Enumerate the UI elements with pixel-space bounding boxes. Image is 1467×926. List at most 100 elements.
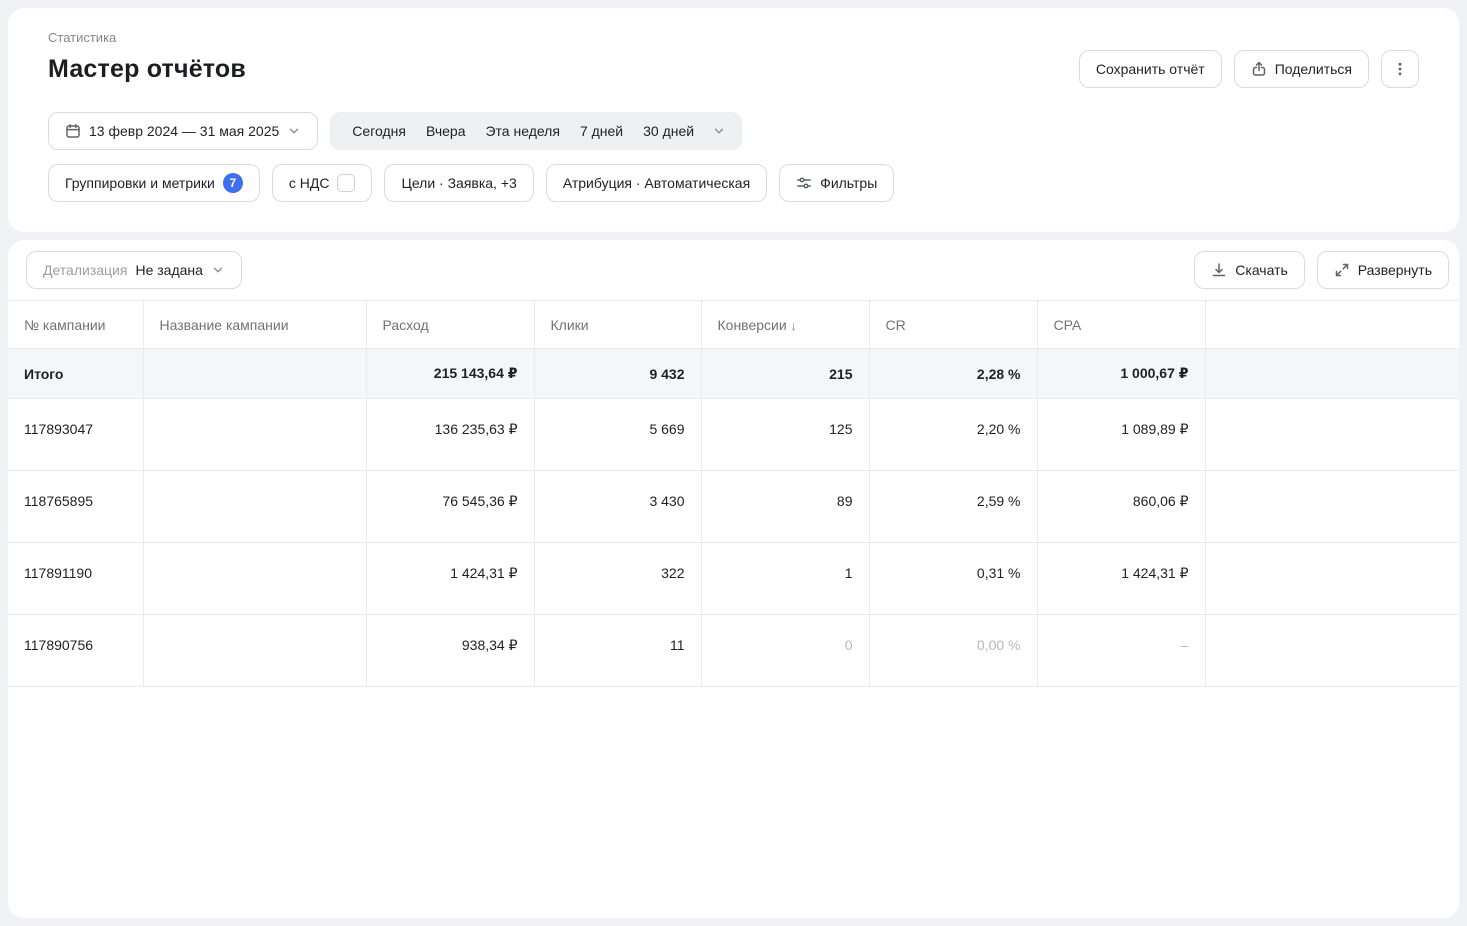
cell-campaign-id[interactable]: 117891190 — [8, 543, 143, 615]
total-cr: 2,28 % — [869, 349, 1037, 399]
cell-clicks: 5 669 — [534, 399, 701, 471]
chevron-down-icon — [287, 124, 301, 138]
quick-range-this-week[interactable]: Эта неделя — [475, 112, 569, 150]
filters-label: Фильтры — [820, 175, 877, 191]
cell-conversions: 1 — [701, 543, 869, 615]
detalization-value: Не задана — [135, 262, 202, 278]
attribution-label: Атрибуция · Автоматическая — [563, 175, 750, 191]
total-label: Итого — [8, 349, 143, 399]
total-cost: 215 143,64 ₽ — [366, 349, 534, 399]
column-header-cpa[interactable]: CPA — [1037, 301, 1205, 349]
vat-label: с НДС — [289, 175, 330, 191]
quick-range-today[interactable]: Сегодня — [342, 112, 416, 150]
total-cpa: 1 000,67 ₽ — [1037, 349, 1205, 399]
quick-range-more-button[interactable] — [704, 112, 730, 150]
cell-cr: 2,59 % — [869, 471, 1037, 543]
table-total-row: Итого 215 143,64 ₽ 9 432 215 2,28 % 1 00… — [8, 349, 1459, 399]
column-header-cr[interactable]: CR — [869, 301, 1037, 349]
settings-filter-row: Группировки и метрики 7 с НДС Цели · Зая… — [48, 164, 1419, 202]
report-header-card: Статистика Мастер отчётов Сохранить отчё… — [8, 8, 1459, 232]
groupings-label: Группировки и метрики — [65, 175, 215, 191]
column-header-clicks[interactable]: Клики — [534, 301, 701, 349]
expand-icon — [1334, 262, 1350, 278]
attribution-button[interactable]: Атрибуция · Автоматическая — [546, 164, 767, 202]
save-report-label: Сохранить отчёт — [1096, 61, 1205, 77]
report-table: № кампании Название кампании Расход Клик… — [8, 300, 1459, 687]
conversions-label: Конверсии — [718, 317, 787, 333]
more-menu-button[interactable] — [1381, 50, 1419, 88]
expand-button[interactable]: Развернуть — [1317, 251, 1449, 289]
cell-clicks: 3 430 — [534, 471, 701, 543]
cell-campaign-name — [143, 615, 366, 687]
share-icon — [1251, 61, 1267, 77]
cell-empty — [1205, 399, 1459, 471]
cell-campaign-id[interactable]: 117890756 — [8, 615, 143, 687]
report-table-card: Детализация Не задана Скачать — [8, 240, 1459, 918]
download-button[interactable]: Скачать — [1194, 251, 1305, 289]
date-range-value: 13 февр 2024 — 31 мая 2025 — [89, 123, 279, 139]
cell-campaign-id[interactable]: 117893047 — [8, 399, 143, 471]
breadcrumb[interactable]: Статистика — [48, 30, 1419, 45]
quick-range-7-days[interactable]: 7 дней — [570, 112, 633, 150]
vat-checkbox[interactable] — [337, 174, 355, 192]
cell-cr: 0,31 % — [869, 543, 1037, 615]
cell-cpa: 1 089,89 ₽ — [1037, 399, 1205, 471]
quick-range-group: Сегодня Вчера Эта неделя 7 дней 30 дней — [330, 112, 742, 150]
cell-cr: 0,00 % — [869, 615, 1037, 687]
cell-conversions: 0 — [701, 615, 869, 687]
column-header-campaign-name[interactable]: Название кампании — [143, 301, 366, 349]
cell-cost: 1 424,31 ₽ — [366, 543, 534, 615]
cell-campaign-name — [143, 399, 366, 471]
page: Статистика Мастер отчётов Сохранить отчё… — [0, 0, 1467, 926]
cell-cpa: – — [1037, 615, 1205, 687]
chevron-down-icon — [211, 263, 225, 277]
column-header-campaign-id[interactable]: № кампании — [8, 301, 143, 349]
cell-cpa: 1 424,31 ₽ — [1037, 543, 1205, 615]
cell-empty — [1205, 615, 1459, 687]
header-actions: Сохранить отчёт Поделиться — [1079, 50, 1419, 88]
groupings-metrics-button[interactable]: Группировки и метрики 7 — [48, 164, 260, 202]
download-label: Скачать — [1235, 262, 1288, 278]
cell-conversions: 125 — [701, 399, 869, 471]
table-toolbar-actions: Скачать Развернуть — [1194, 251, 1449, 289]
title-row: Мастер отчётов Сохранить отчёт Поделитьс… — [48, 50, 1419, 88]
table-toolbar: Детализация Не задана Скачать — [8, 240, 1459, 300]
total-name — [143, 349, 366, 399]
download-icon — [1211, 262, 1227, 278]
filters-button[interactable]: Фильтры — [779, 164, 894, 202]
table-row[interactable]: 117890756 938,34 ₽ 11 0 0,00 % – — [8, 615, 1459, 687]
cell-clicks: 322 — [534, 543, 701, 615]
cell-campaign-name — [143, 471, 366, 543]
date-range-picker[interactable]: 13 февр 2024 — 31 мая 2025 — [48, 112, 318, 150]
calendar-icon — [65, 123, 81, 139]
table-row[interactable]: 117891190 1 424,31 ₽ 322 1 0,31 % 1 424,… — [8, 543, 1459, 615]
column-header-empty — [1205, 301, 1459, 349]
total-clicks: 9 432 — [534, 349, 701, 399]
detalization-select[interactable]: Детализация Не задана — [26, 251, 242, 289]
sliders-icon — [796, 175, 812, 191]
cell-campaign-id[interactable]: 118765895 — [8, 471, 143, 543]
cell-campaign-name — [143, 543, 366, 615]
share-button[interactable]: Поделиться — [1234, 50, 1369, 88]
vat-toggle-button[interactable]: с НДС — [272, 164, 373, 202]
quick-range-30-days[interactable]: 30 дней — [633, 112, 704, 150]
cell-cr: 2,20 % — [869, 399, 1037, 471]
column-header-conversions[interactable]: Конверсии ↓ — [701, 301, 869, 349]
cell-cost: 938,34 ₽ — [366, 615, 534, 687]
expand-label: Развернуть — [1358, 262, 1432, 278]
sort-desc-icon: ↓ — [791, 319, 797, 333]
total-empty-cell — [1205, 349, 1459, 399]
cell-cpa: 860,06 ₽ — [1037, 471, 1205, 543]
table-row[interactable]: 117893047 136 235,63 ₽ 5 669 125 2,20 % … — [8, 399, 1459, 471]
table-row[interactable]: 118765895 76 545,36 ₽ 3 430 89 2,59 % 86… — [8, 471, 1459, 543]
cell-empty — [1205, 543, 1459, 615]
column-header-cost[interactable]: Расход — [366, 301, 534, 349]
goals-button[interactable]: Цели · Заявка, +3 — [384, 164, 533, 202]
cell-cost: 136 235,63 ₽ — [366, 399, 534, 471]
quick-range-yesterday[interactable]: Вчера — [416, 112, 476, 150]
chevron-down-icon — [712, 124, 726, 138]
page-title: Мастер отчётов — [48, 55, 246, 84]
cell-conversions: 89 — [701, 471, 869, 543]
save-report-button[interactable]: Сохранить отчёт — [1079, 50, 1222, 88]
share-label: Поделиться — [1275, 61, 1352, 77]
